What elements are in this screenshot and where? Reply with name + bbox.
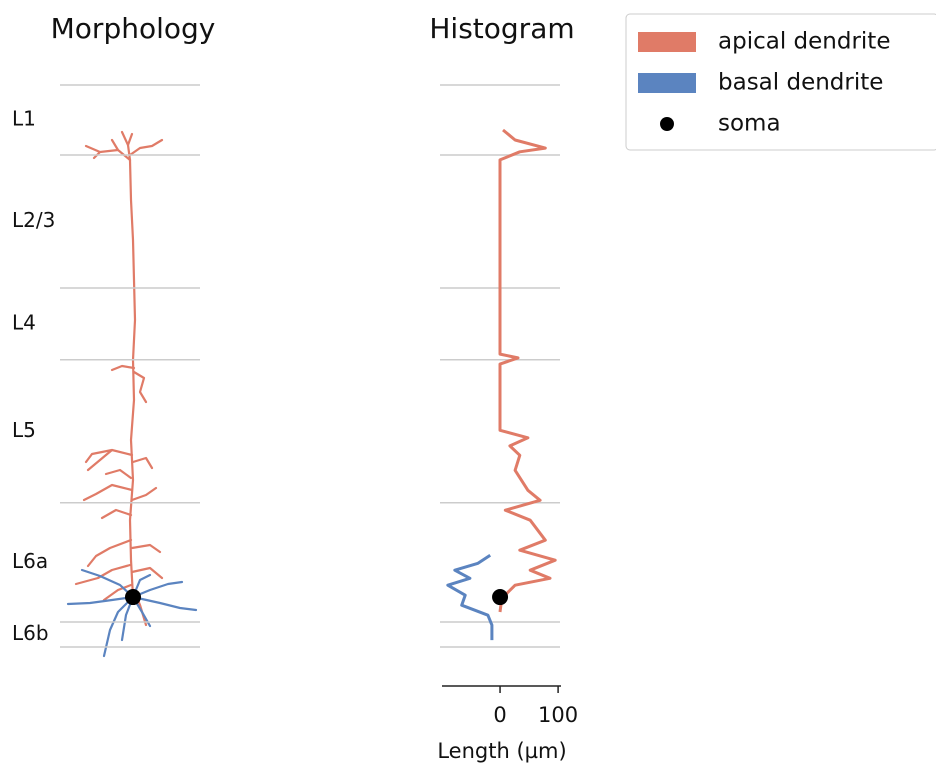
legend-marker (660, 117, 674, 131)
legend-swatch (638, 32, 696, 52)
legend: apical dendrite basal dendrite soma (625, 13, 936, 151)
apical-branch (110, 364, 148, 404)
legend-label: apical dendrite (718, 29, 890, 55)
legend-frame (625, 13, 936, 151)
panel-title: Morphology (51, 12, 216, 45)
histogram-line (446, 553, 494, 641)
basal-branch (66, 568, 198, 658)
x-axis-label: Length (µm) (437, 739, 566, 763)
layer-label: L2/3 (12, 208, 55, 232)
legend-label: soma (718, 111, 781, 137)
layer-label: L6b (12, 621, 49, 645)
layer-label: L5 (12, 418, 36, 442)
layer-label: L4 (12, 310, 36, 334)
soma (125, 589, 141, 606)
panel-title: Histogram (429, 12, 574, 45)
x-tick-label: 100 (538, 703, 578, 727)
apical-branch (74, 538, 164, 627)
histogram-line (498, 128, 557, 613)
x-tick-label: 0 (493, 703, 506, 727)
apical-branch (82, 448, 158, 520)
apical-branch (84, 132, 164, 162)
layer-label: L1 (12, 106, 36, 130)
apical-branch (120, 130, 137, 599)
soma (492, 589, 509, 606)
legend-swatch (638, 73, 696, 93)
legend-label: basal dendrite (718, 70, 883, 96)
layer-label: L6a (12, 549, 48, 573)
neuron-morphology (66, 130, 198, 658)
